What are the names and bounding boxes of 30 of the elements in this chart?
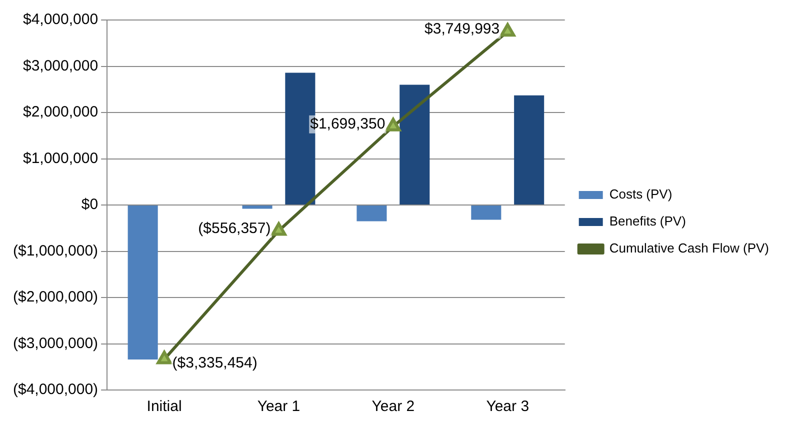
bar [400, 84, 430, 204]
bar [356, 206, 387, 222]
x-tick-label: Initial [146, 398, 182, 416]
bar [242, 206, 272, 209]
y-tick-label: ($3,000,000) [12, 334, 98, 352]
data-label: $3,749,993 [424, 20, 500, 38]
point [386, 118, 401, 132]
data-label: $1,699,350 [310, 116, 386, 133]
y-tick-label: ($4,000,000) [12, 381, 98, 398]
point [156, 350, 172, 364]
legend-label: Costs (PV) [609, 186, 672, 202]
legend-label: Cumulative Cash Flow (PV) [609, 240, 769, 256]
data-label: ($3,335,454) [172, 354, 258, 372]
bar [128, 206, 158, 360]
y-tick-label: $2,000,000 [22, 104, 98, 121]
bar [514, 95, 544, 204]
y-tick-label: $1,000,000 [22, 150, 98, 167]
x-tick-label: Year 3 [486, 398, 530, 416]
y-tick-label: ($1,000,000) [12, 242, 98, 260]
data-label: ($556,357) [198, 220, 271, 237]
x-tick-label: Year 2 [372, 398, 415, 416]
bar [471, 206, 502, 220]
y-tick-label: $3,000,000 [22, 57, 98, 74]
legend-label: Benefits (PV) [609, 214, 686, 229]
point [271, 222, 286, 236]
y-tick-label: $0 [81, 196, 98, 214]
point [500, 23, 516, 37]
y-tick-label: $4,000,000 [22, 11, 98, 28]
y-tick-label: ($2,000,000) [12, 288, 98, 306]
x-tick-label: Year 1 [257, 398, 300, 416]
